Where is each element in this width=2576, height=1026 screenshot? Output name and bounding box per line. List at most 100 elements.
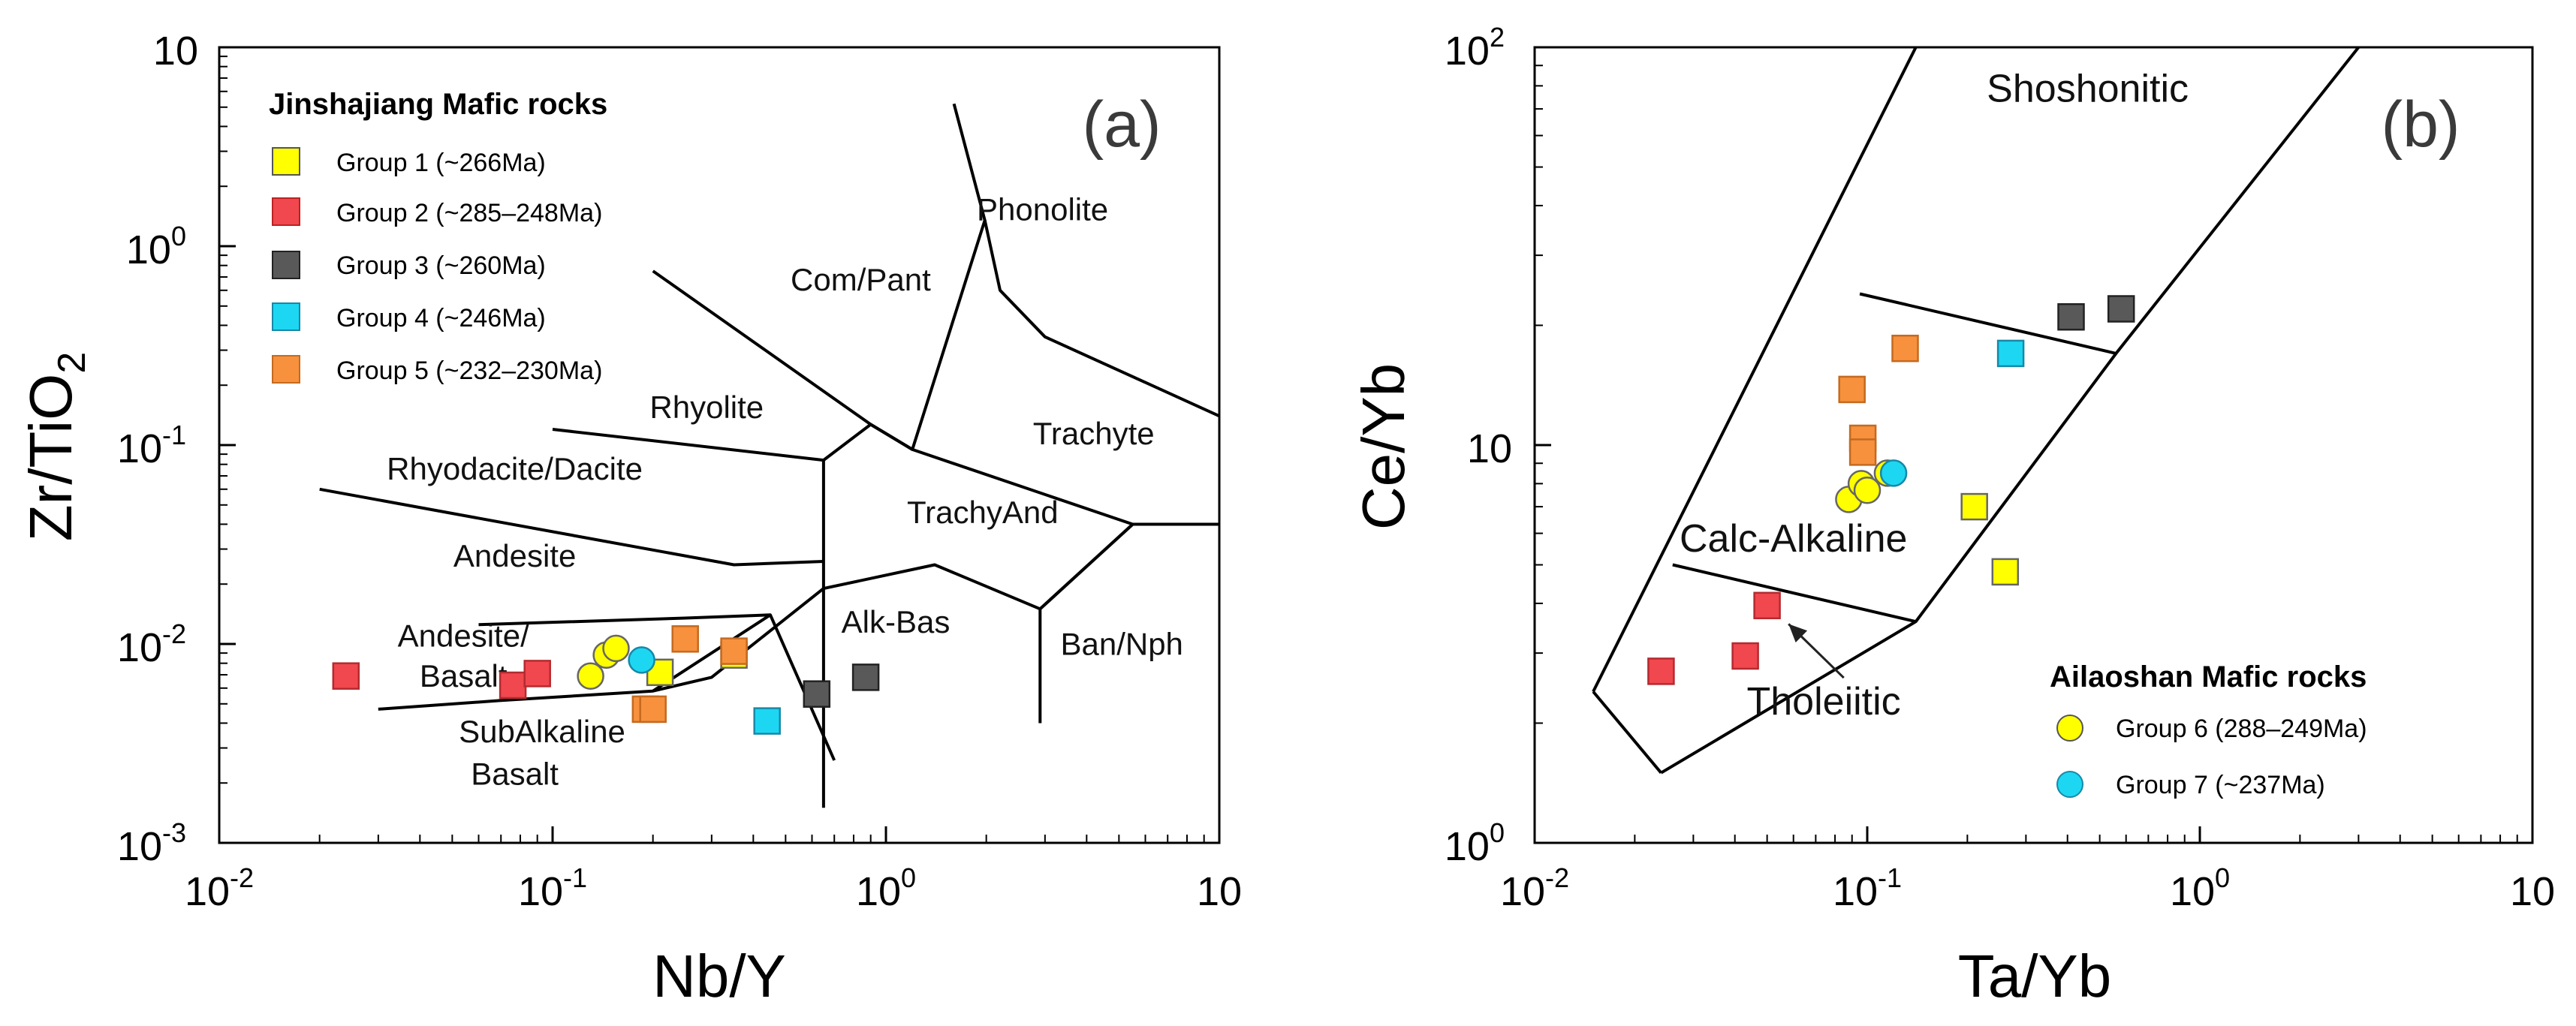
b-point-group-2 — [1647, 657, 1675, 685]
a-legend-label-group-5: Group 5 (~232–230Ma) — [336, 357, 602, 385]
b-point-group-1 — [1991, 558, 2020, 586]
a-x-tick-label: 100 — [856, 862, 916, 914]
a-field-label-andesite: Andesite/ — [398, 618, 529, 654]
a-legend-swatch-group-1 — [272, 147, 300, 176]
panel-b: Shoshonitic Calc-Alkaline Tholeiitic (b) 1… — [1350, 22, 2555, 1009]
a-y-tick-label: 10-1 — [117, 420, 186, 471]
a-field-label-basalt: Basalt — [420, 658, 508, 694]
b-y-tick-label: 100 — [1445, 817, 1505, 869]
a-field-label-rhyodacite-dacite: Rhyodacite/Dacite — [387, 451, 643, 486]
b-point-group-2 — [1753, 591, 1781, 620]
a-legend-swatch-group-3 — [272, 251, 300, 279]
b-boundary-line-5 — [1859, 292, 2117, 355]
a-axis-ticks — [218, 46, 1221, 844]
b-x-tick-label: 100 — [2170, 862, 2230, 914]
a-legend-swatch-group-4 — [272, 302, 300, 331]
a-field-label-com-pant: Com/Pant — [791, 262, 931, 297]
a-legend: Jinshajiang Mafic rocks Group 1 (~266Ma)… — [269, 88, 607, 385]
b-y-axis-label: Ce/Yb — [1350, 363, 1417, 530]
a-point-group-2-285-248ma — [499, 671, 527, 700]
b-legend-swatch-group-6 — [2056, 715, 2083, 742]
b-x-tick-label: 10 — [2510, 869, 2555, 914]
b-point-group-5 — [1848, 438, 1877, 466]
a-x-tick-label: 10-1 — [518, 862, 587, 914]
b-x-axis-label: Ta/Yb — [1958, 943, 2112, 1009]
tholeiitic-arrow-head — [1788, 624, 1808, 643]
a-point-group-2-285-248ma — [332, 662, 360, 690]
a-field-label-subalkaline: SubAlkaline — [459, 714, 625, 749]
a-point-group-6 — [577, 662, 604, 690]
a-legend-title: Jinshajiang Mafic rocks — [269, 88, 607, 121]
a-field-boundaries — [319, 103, 1220, 808]
a-y-tick-label: 10 — [153, 29, 198, 74]
b-field-label-shoshonitic: Shoshonitic — [1987, 67, 2189, 110]
a-y-tick-label: 100 — [126, 221, 186, 272]
b-y-tick-labels: 100 10 102 — [1445, 22, 1512, 869]
b-x-tick-label: 10-1 — [1833, 862, 1902, 914]
a-legend-swatch-group-2 — [272, 197, 300, 226]
b-point-group-6-288-249ma — [1853, 476, 1882, 504]
a-legend-label-group-3: Group 3 (~260Ma) — [336, 251, 546, 280]
a-legend-label-group-2: Group 2 (~285–248Ma) — [336, 199, 602, 227]
a-field-label-basalt: Basalt — [471, 757, 559, 792]
a-data-points — [332, 625, 880, 735]
b-point-group-5 — [1891, 334, 1919, 363]
a-panel-label: (a) — [1082, 89, 1161, 161]
a-field-label-ban-nph: Ban/Nph — [1060, 627, 1183, 662]
a-y-tick-label: 10-2 — [117, 618, 186, 670]
b-field-label-tholeiitic: Tholeiitic — [1747, 680, 1901, 724]
panel-a: Phonolite Com/Pant Rhyolite Trachyte Rhyodac… — [17, 29, 1242, 1009]
b-point-group-7-237ma — [1879, 459, 1908, 487]
b-point-group-3 — [2107, 295, 2135, 323]
a-legend-swatch-group-5 — [272, 355, 300, 384]
a-point-group-7 — [628, 646, 655, 674]
b-y-tick-label: 102 — [1445, 22, 1505, 74]
b-data-points — [1647, 295, 2135, 685]
b-panel-label: (b) — [2381, 89, 2460, 161]
a-boundary-line-10 — [1038, 523, 1134, 724]
b-field-labels: Shoshonitic Calc-Alkaline Tholeiitic — [1680, 67, 2189, 724]
a-field-label-rhyolite: Rhyolite — [649, 390, 764, 425]
b-y-tick-label: 10 — [1467, 426, 1512, 471]
b-field-label-calc-alkaline: Calc-Alkaline — [1680, 517, 1907, 561]
b-boundary-line-2 — [1660, 46, 2360, 775]
a-legend-label-group-1: Group 1 (~266Ma) — [336, 149, 546, 177]
a-boundary-line-6 — [319, 487, 824, 567]
a-point-group-5-232-230ma — [639, 695, 667, 724]
a-y-tick-labels: 10-3 10-2 10-1 100 10 — [117, 29, 198, 869]
a-field-label-trachyte: Trachyte — [1033, 416, 1155, 451]
a-y-tick-label: 10-3 — [117, 817, 186, 869]
a-point-group-2-285-248ma — [523, 660, 551, 688]
b-legend-label-group-6: Group 6 (288–249Ma) — [2116, 715, 2367, 743]
a-field-labels: Phonolite Com/Pant Rhyolite Trachyte Rhyodac… — [387, 192, 1183, 792]
a-field-label-alk-bas: Alk-Bas — [842, 604, 951, 639]
a-boundary-line-9 — [983, 220, 1220, 418]
a-point-group-5-232-230ma — [720, 637, 748, 665]
a-field-label-phonolite: Phonolite — [977, 192, 1108, 227]
a-point-group-3-260ma — [851, 663, 880, 691]
a-x-axis-label: Nb/Y — [652, 943, 786, 1009]
a-point-group-3-260ma — [803, 680, 831, 708]
a-point-group-4-246ma — [753, 707, 781, 735]
b-legend: Ailaoshan Mafic rocks Group 6 (288–249Ma… — [2050, 660, 2367, 799]
a-point-group-5-232-230ma — [671, 625, 699, 653]
a-boundary-line-8 — [652, 103, 987, 451]
b-boundary-line-3 — [1592, 691, 1662, 774]
b-tholeiitic-arrow — [1788, 623, 1845, 679]
b-point-group-4 — [1996, 339, 2025, 368]
b-field-boundaries — [1592, 46, 2360, 775]
a-x-tick-label: 10-2 — [185, 862, 254, 914]
b-legend-title: Ailaoshan Mafic rocks — [2050, 660, 2367, 694]
a-boundary-line-5 — [478, 613, 771, 627]
b-point-group-3 — [2057, 302, 2085, 331]
b-legend-label-group-7: Group 7 (~237Ma) — [2116, 771, 2325, 799]
a-field-label-andesite: Andesite — [453, 538, 576, 573]
b-point-group-5 — [1838, 375, 1866, 404]
b-legend-swatch-group-7 — [2056, 771, 2083, 798]
a-legend-label-group-4: Group 4 (~246Ma) — [336, 304, 546, 332]
a-y-axis-label: Zr/TiO2 — [17, 352, 94, 542]
b-x-tick-labels: 10-2 10-1 100 10 — [1500, 862, 2555, 914]
b-axis-ticks — [1533, 46, 2534, 844]
